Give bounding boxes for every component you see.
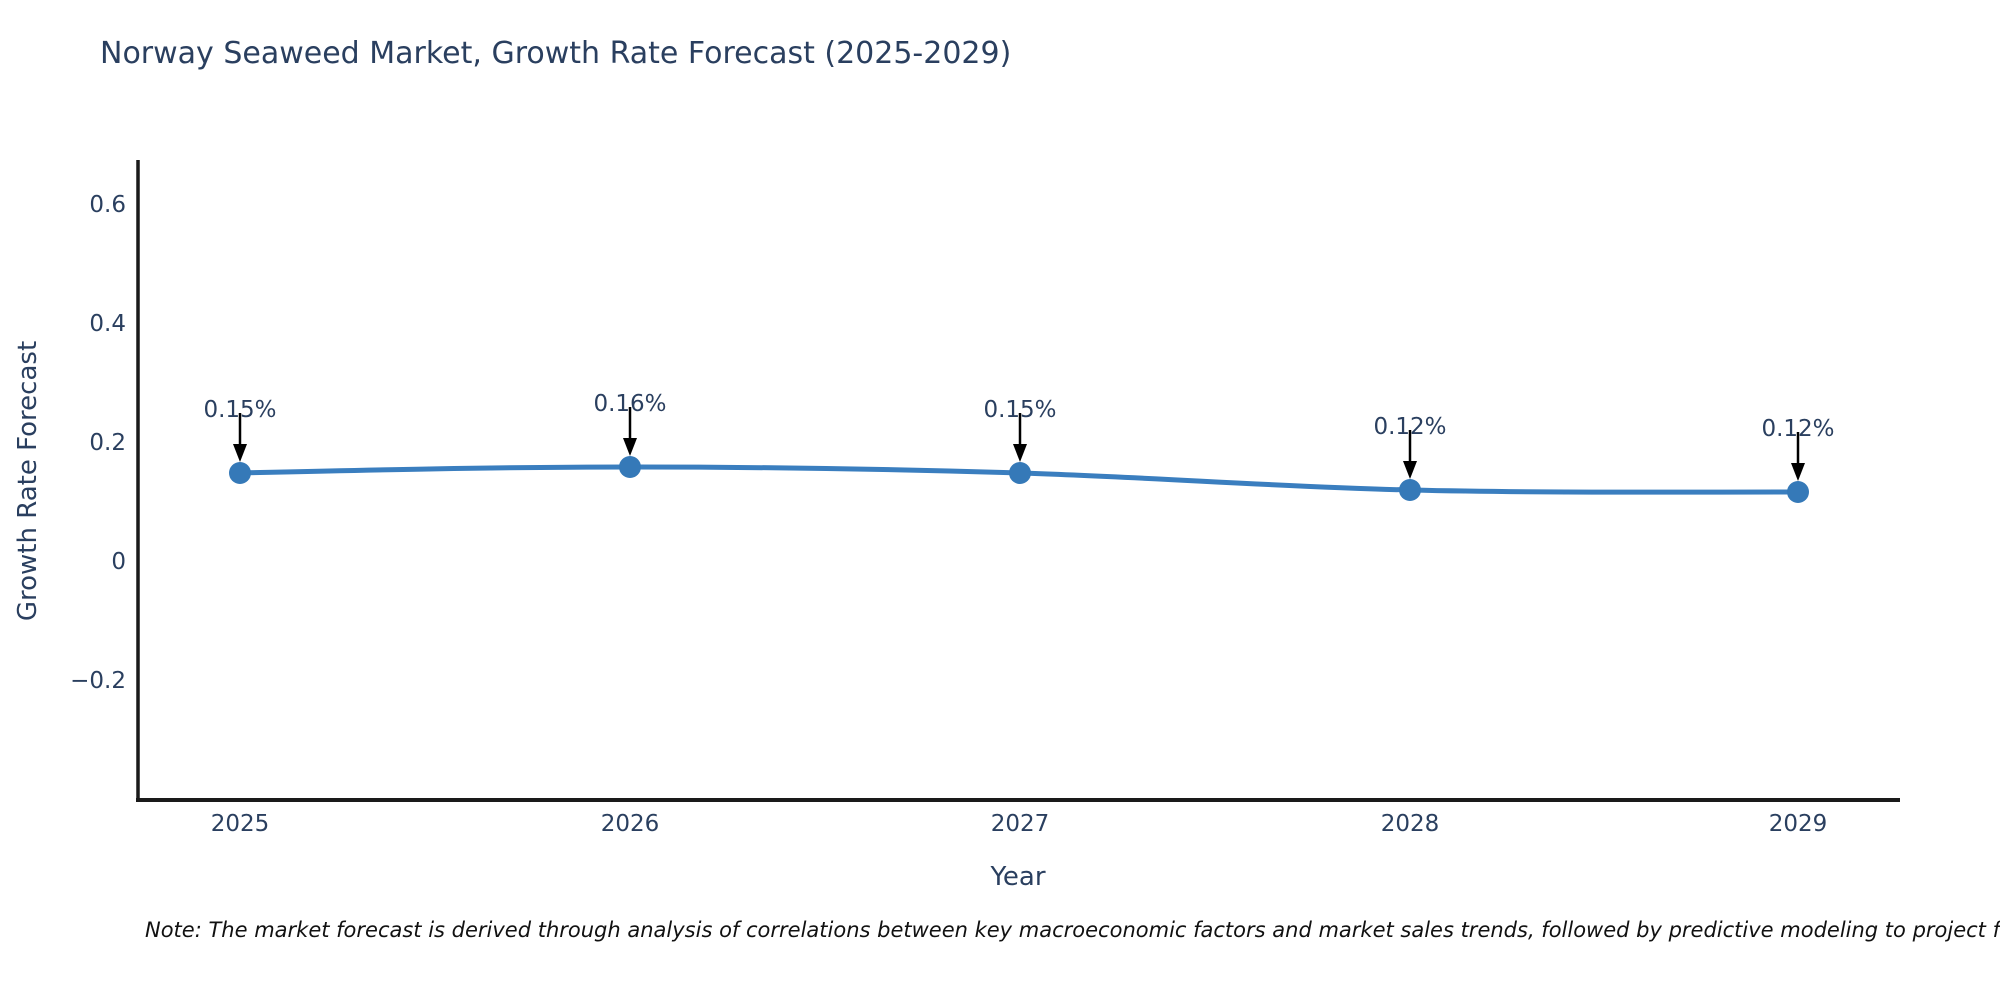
x-axis-title: Year bbox=[990, 862, 1046, 892]
y-tick-0: 0 bbox=[111, 549, 126, 575]
annotation-2029: 0.12% bbox=[1761, 416, 1835, 442]
annotation-2027: 0.15% bbox=[983, 397, 1057, 423]
annotation-arrow-2026 bbox=[623, 407, 637, 456]
y-tick-0.4: 0.4 bbox=[89, 311, 126, 337]
y-tick-0.2: 0.2 bbox=[89, 430, 126, 456]
y-tick-0.6: 0.6 bbox=[89, 192, 126, 218]
x-tick-2028: 2028 bbox=[1380, 811, 1440, 837]
data-point-2025 bbox=[229, 462, 251, 484]
footnote: Note: The market forecast is derived thr… bbox=[145, 918, 2000, 942]
chart-title: Norway Seaweed Market, Growth Rate Forec… bbox=[100, 36, 1012, 71]
x-tick-2025: 2025 bbox=[210, 811, 270, 837]
x-tick-2026: 2026 bbox=[600, 811, 660, 837]
x-tick-2027: 2027 bbox=[990, 811, 1050, 837]
x-tick-2029: 2029 bbox=[1768, 811, 1828, 837]
data-point-2029 bbox=[1787, 481, 1809, 503]
annotation-arrow-2028 bbox=[1403, 430, 1417, 479]
y-axis-title: Growth Rate Forecast bbox=[13, 340, 43, 622]
data-point-2026 bbox=[619, 456, 641, 478]
annotation-arrow-2025 bbox=[233, 413, 247, 462]
annotation-2028: 0.12% bbox=[1373, 414, 1447, 440]
annotation-arrow-2027 bbox=[1013, 413, 1027, 462]
data-point-2028 bbox=[1399, 479, 1421, 501]
data-point-2027 bbox=[1009, 462, 1031, 484]
annotation-2025: 0.15% bbox=[203, 397, 277, 423]
annotation-2026: 0.16% bbox=[593, 391, 667, 417]
annotation-arrow-2029 bbox=[1791, 432, 1805, 481]
y-tick-neg-0.2: −0.2 bbox=[70, 668, 126, 694]
